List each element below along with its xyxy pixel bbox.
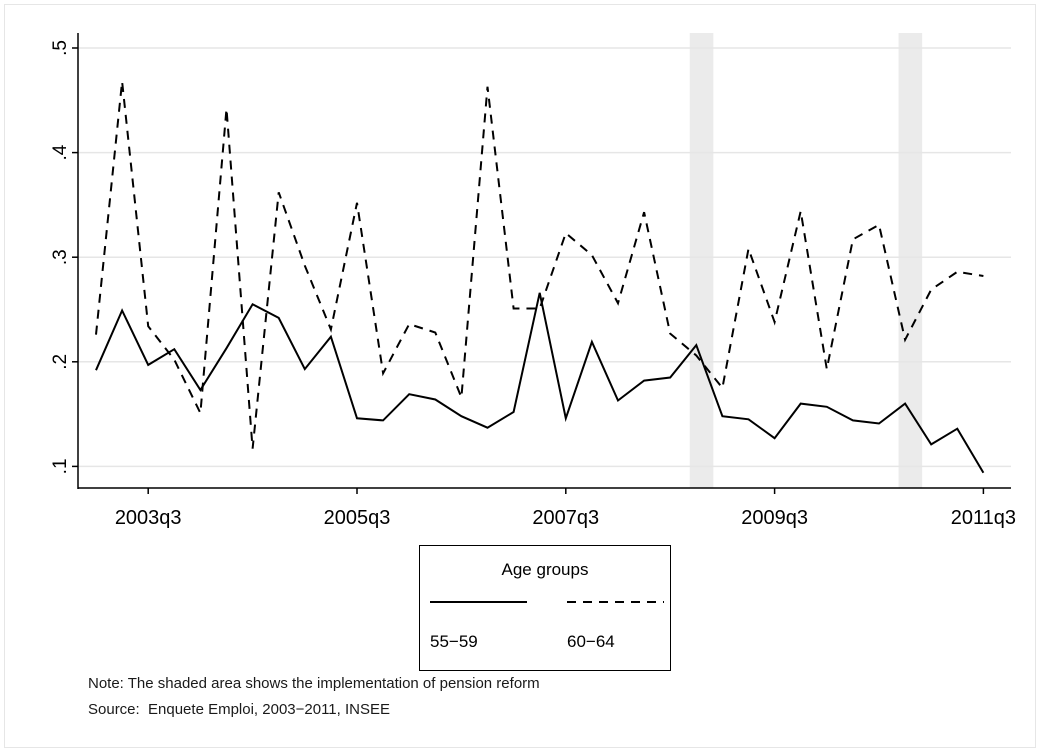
source-text: Source: Enquete Emploi, 2003−2011, INSEE	[88, 701, 390, 718]
note-text: Note: The shaded area shows the implemen…	[88, 675, 540, 692]
legend: Age groups 55−59 60−64	[419, 545, 671, 671]
series-line-55-59	[95, 292, 985, 474]
x-tick-label: 2005q3	[324, 507, 391, 529]
legend-label-55-59: 55−59	[430, 632, 478, 651]
x-tick-label: 2009q3	[741, 507, 808, 529]
x-tick-label: 2011q3	[951, 507, 1016, 529]
shaded-period-1	[689, 33, 714, 488]
x-tick-label: 2007q3	[532, 507, 599, 529]
x-tick-label: 2003q3	[115, 507, 182, 529]
y-tick-label: .2	[50, 354, 71, 370]
chart-frame	[4, 4, 1036, 748]
line-chart: .1 .2 .3 .4 .5 2003q3 2005q3 2007q3 2009q3 2011q3	[50, 33, 1016, 529]
y-tick-label: .4	[50, 144, 71, 160]
legend-swatches	[430, 601, 664, 603]
y-tick-label: .3	[50, 249, 71, 265]
legend-title: Age groups	[501, 560, 589, 579]
legend-label-60-64: 60−64	[567, 632, 615, 651]
y-tick-label: .1	[50, 458, 71, 474]
shaded-period-2	[898, 33, 923, 488]
y-tick-label: .5	[50, 40, 71, 56]
series-line-60-64	[95, 81, 984, 449]
